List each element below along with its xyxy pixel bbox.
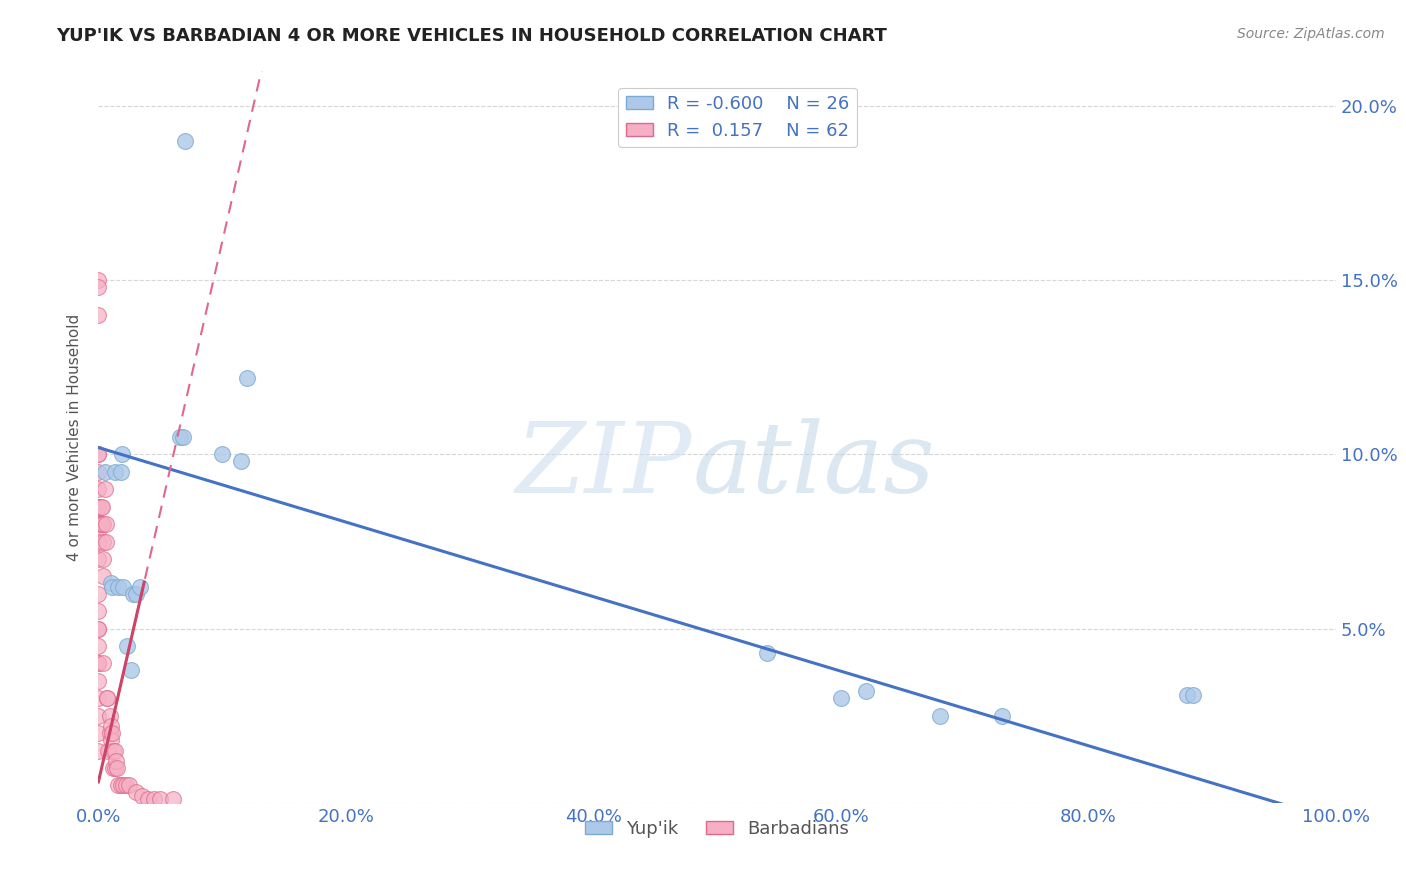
Point — [98, 726, 121, 740]
Point — [93, 657, 115, 671]
Point — [100, 719, 122, 733]
Point — [87, 500, 110, 514]
Point — [118, 778, 141, 792]
Point — [103, 761, 125, 775]
Point — [136, 792, 159, 806]
Point — [87, 587, 110, 601]
Text: YUP'IK VS BARBADIAN 4 OR MORE VEHICLES IN HOUSEHOLD CORRELATION CHART: YUP'IK VS BARBADIAN 4 OR MORE VEHICLES I… — [56, 27, 887, 45]
Point — [87, 448, 110, 462]
Point — [87, 726, 110, 740]
Point — [91, 500, 114, 514]
Point — [110, 465, 132, 479]
Point — [87, 657, 110, 671]
Point — [229, 454, 252, 468]
Point — [87, 691, 110, 706]
Text: Source: ZipAtlas.com: Source: ZipAtlas.com — [1237, 27, 1385, 41]
Point — [98, 708, 121, 723]
Point — [87, 673, 110, 688]
Point — [96, 691, 118, 706]
Point — [87, 708, 110, 723]
Point — [87, 524, 110, 538]
Point — [169, 430, 191, 444]
Point — [87, 622, 110, 636]
Point — [87, 483, 110, 497]
Point — [94, 517, 117, 532]
Point — [93, 534, 115, 549]
Point — [172, 430, 194, 444]
Point — [100, 733, 122, 747]
Point — [112, 580, 135, 594]
Point — [1175, 688, 1198, 702]
Point — [107, 580, 129, 594]
Point — [928, 708, 950, 723]
Point — [87, 639, 110, 653]
Point — [112, 778, 135, 792]
Point — [87, 465, 110, 479]
Point — [96, 691, 118, 706]
Point — [93, 517, 115, 532]
Point — [87, 500, 110, 514]
Point — [87, 657, 110, 671]
Point — [143, 792, 166, 806]
Point — [87, 534, 110, 549]
Point — [100, 576, 122, 591]
Point — [120, 664, 142, 678]
Point — [115, 639, 138, 653]
Point — [87, 448, 110, 462]
Point — [87, 552, 110, 566]
Point — [107, 778, 129, 792]
Point — [87, 604, 110, 618]
Point — [97, 743, 120, 757]
Point — [131, 789, 153, 803]
Point — [103, 743, 125, 757]
Point — [149, 792, 172, 806]
Point — [755, 646, 778, 660]
Point — [87, 622, 110, 636]
Point — [101, 580, 124, 594]
Point — [87, 280, 110, 294]
Point — [93, 569, 115, 583]
Point — [124, 785, 146, 799]
Point — [91, 517, 114, 532]
Point — [87, 273, 110, 287]
Point — [90, 517, 112, 532]
Text: atlas: atlas — [692, 418, 935, 514]
Point — [93, 465, 115, 479]
Point — [87, 517, 110, 532]
Point — [830, 691, 852, 706]
Point — [110, 778, 132, 792]
Point — [211, 448, 233, 462]
Point — [174, 134, 197, 148]
Point — [990, 708, 1012, 723]
Point — [236, 371, 259, 385]
Point — [104, 754, 127, 768]
Point — [1182, 688, 1205, 702]
Point — [124, 587, 146, 601]
Point — [94, 534, 117, 549]
Point — [90, 500, 112, 514]
Legend: Yup'ik, Barbadians: Yup'ik, Barbadians — [578, 813, 856, 845]
Point — [101, 726, 124, 740]
Point — [87, 743, 110, 757]
Point — [103, 761, 125, 775]
Point — [93, 483, 115, 497]
Point — [114, 778, 136, 792]
Point — [105, 761, 128, 775]
Point — [129, 580, 152, 594]
Point — [103, 743, 125, 757]
Point — [162, 792, 184, 806]
Point — [103, 465, 125, 479]
Point — [111, 448, 134, 462]
Point — [87, 308, 110, 322]
Y-axis label: 4 or more Vehicles in Household: 4 or more Vehicles in Household — [67, 313, 83, 561]
Point — [855, 684, 877, 698]
Point — [122, 587, 145, 601]
Point — [93, 552, 115, 566]
Text: ZIP: ZIP — [516, 418, 692, 514]
